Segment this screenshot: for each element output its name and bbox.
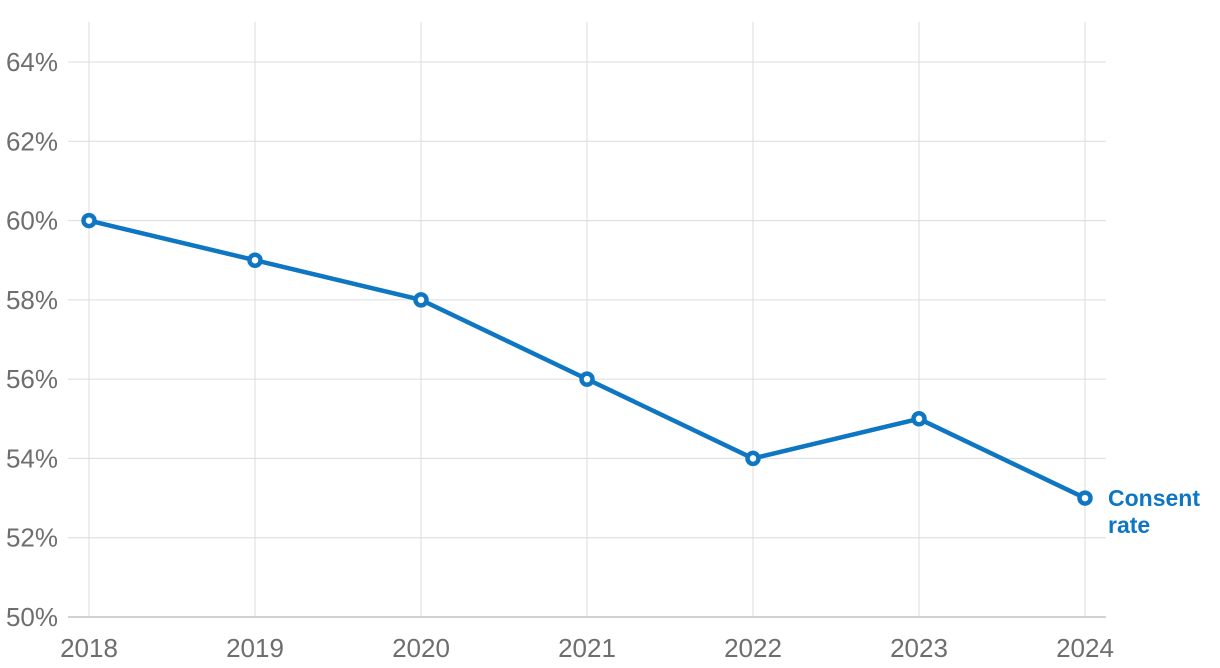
data-points [81,212,1093,506]
x-tick-label: 2022 [724,633,782,663]
x-tick-label: 2023 [890,633,948,663]
data-point-marker [745,450,761,467]
x-tick-label: 2020 [392,633,450,663]
y-tick-label: 50% [6,602,58,632]
x-tick-label: 2024 [1056,633,1114,663]
y-tick-labels: 50% 52% 54% 56% 58% 60% 62% 64% [6,47,58,632]
data-point-marker [81,212,97,229]
series-end-label-line: Consent [1108,485,1200,511]
series-end-label-line: rate [1108,512,1150,538]
x-tick-label: 2019 [226,633,284,663]
series-end-label: Consent rate [1108,485,1200,538]
y-tick-label: 60% [6,206,58,236]
x-gridlines [88,22,1086,617]
y-gridlines [68,61,1106,539]
x-tick-label: 2021 [558,633,616,663]
y-tick-label: 54% [6,443,58,473]
x-tick-labels: 2018 2019 2020 2021 2022 2023 2024 [60,633,1114,663]
data-point-marker [911,411,927,427]
data-point-marker [579,371,595,387]
y-tick-label: 58% [6,285,58,315]
y-tick-label: 62% [6,126,58,156]
y-tick-label: 52% [6,523,58,553]
x-tick-label: 2018 [60,633,118,663]
data-point-marker [413,292,429,308]
y-tick-label: 56% [6,364,58,394]
data-point-marker [1077,490,1093,506]
y-tick-label: 64% [6,47,58,77]
data-point-marker [247,252,263,268]
